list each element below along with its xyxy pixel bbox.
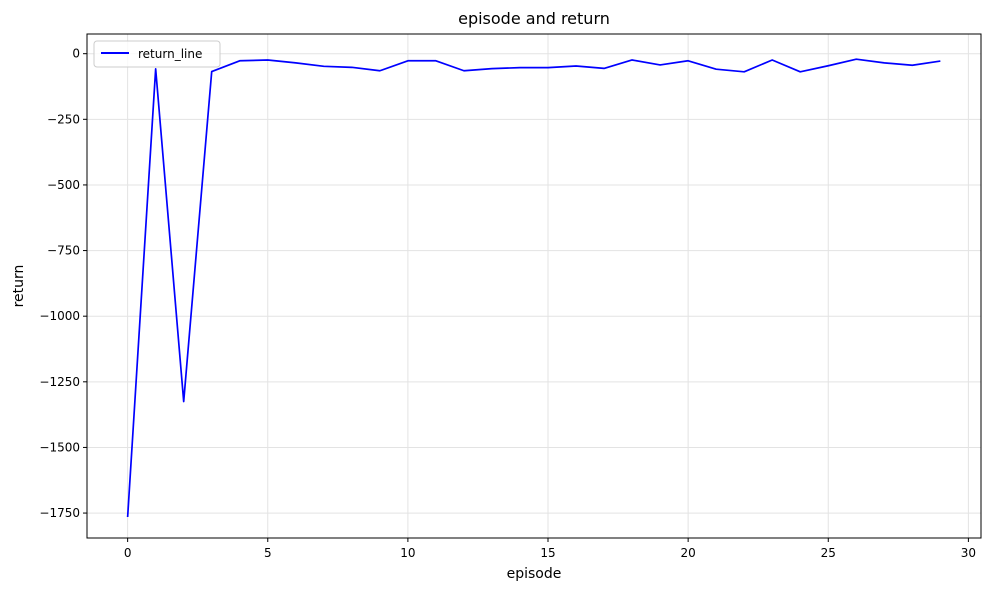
legend-box (93, 40, 221, 68)
series-line-return_line (126, 58, 941, 518)
legend: return_line (93, 40, 221, 68)
y-axis-label: return (11, 265, 27, 308)
x-tick-label: 25 (821, 546, 836, 560)
x-tick-label: 20 (680, 546, 695, 560)
axis-ticks: 0 5 10 15 20 25 30 0 −250 −500 −750 −1000 −1250 −1500… (39, 47, 976, 560)
plot-frame (86, 33, 982, 539)
grid-lines (87, 34, 981, 538)
y-tick-label: 0 (72, 47, 80, 61)
y-tick-label: −500 (47, 178, 80, 192)
y-tick-label: −1750 (39, 506, 80, 520)
series-layer (126, 58, 941, 518)
y-tick-label: −750 (47, 244, 80, 258)
legend-label: return_line (138, 47, 202, 61)
x-tick-label: 30 (961, 546, 976, 560)
x-tick-label: 10 (400, 546, 415, 560)
x-tick-label: 15 (540, 546, 555, 560)
x-tick-label: 0 (124, 546, 132, 560)
y-tick-label: −1000 (39, 309, 80, 323)
chart-title: episode and return (458, 9, 610, 28)
x-axis-label: episode (507, 566, 562, 582)
y-tick-label: −1250 (39, 375, 80, 389)
y-tick-label: −250 (47, 112, 80, 126)
y-tick-label: −1500 (39, 440, 80, 454)
x-tick-label: 5 (264, 546, 272, 560)
